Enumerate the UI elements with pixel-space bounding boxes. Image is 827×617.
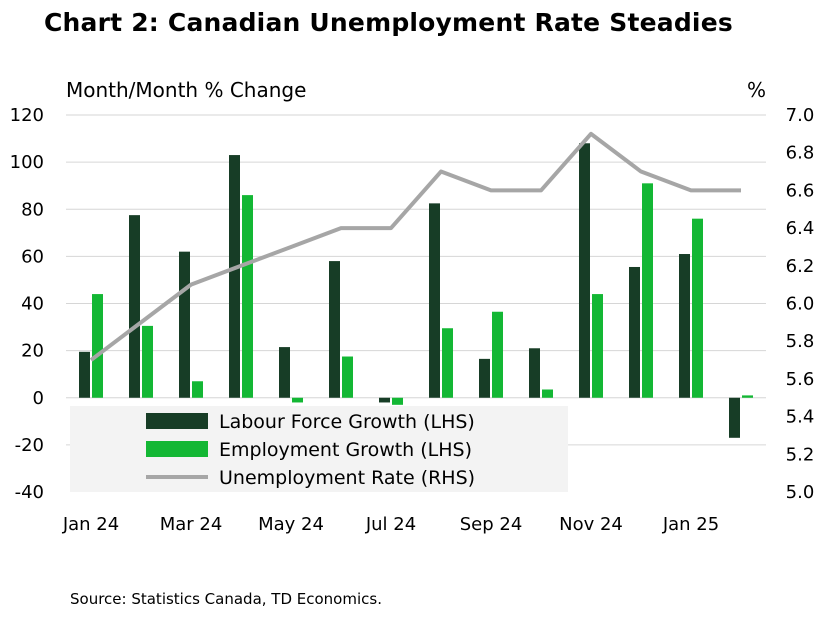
chart-title: Chart 2: Canadian Unemployment Rate Stea…: [44, 8, 733, 37]
bar-employment: [742, 395, 753, 398]
bar-labour-force: [729, 397, 740, 438]
x-tick-label: Sep 24: [460, 514, 523, 535]
x-tick-label: Jul 24: [365, 514, 416, 535]
right-tick-label: 6.6: [786, 180, 815, 201]
right-tick-label: 5.6: [786, 369, 815, 390]
x-tick-label: Jan 24: [62, 514, 119, 535]
bar-series: [79, 143, 753, 438]
legend-label-labour-force: Labour Force Growth (LHS): [219, 411, 475, 433]
right-tick-label: 5.0: [786, 482, 815, 503]
bar-labour-force: [529, 348, 540, 398]
left-tick-label: 100: [10, 152, 44, 173]
x-tick-label: Nov 24: [559, 514, 623, 535]
bar-employment: [492, 311, 503, 398]
right-tick-label: 6.0: [786, 294, 815, 315]
bar-employment: [142, 325, 153, 398]
left-tick-label: 20: [21, 341, 44, 362]
bar-labour-force: [179, 251, 190, 398]
legend-swatch-employment: [146, 441, 208, 457]
left-tick-label: 120: [10, 105, 44, 126]
bar-labour-force: [479, 358, 490, 398]
bar-employment: [342, 356, 353, 398]
bar-labour-force: [429, 203, 440, 398]
right-tick-label: 6.2: [786, 256, 815, 277]
bar-labour-force: [229, 155, 240, 398]
left-tick-label: 40: [21, 294, 44, 315]
right-axis-title: %: [747, 78, 766, 102]
legend-swatch-labour-force: [146, 413, 208, 429]
line-series: [89, 131, 741, 362]
bar-employment: [442, 328, 453, 398]
right-tick-label: 6.4: [786, 218, 815, 239]
right-tick-label: 7.0: [786, 105, 815, 126]
bar-labour-force: [629, 266, 640, 398]
left-tick-label: 0: [33, 388, 44, 409]
x-tick-label: Mar 24: [160, 514, 223, 535]
bar-employment: [92, 294, 103, 398]
bar-employment: [592, 294, 603, 398]
legend-label-employment: Employment Growth (LHS): [219, 439, 472, 461]
legend-label-unemployment: Unemployment Rate (RHS): [219, 467, 475, 489]
gridlines: [66, 114, 766, 446]
right-tick-label: 6.8: [786, 143, 815, 164]
bar-labour-force: [79, 351, 90, 398]
bar-employment: [192, 381, 203, 398]
bar-employment: [242, 195, 253, 398]
left-tick-label: -20: [15, 435, 44, 456]
left-tick-label: 60: [21, 246, 44, 267]
bar-labour-force: [679, 254, 690, 398]
left-axis-title: Month/Month % Change: [66, 78, 306, 102]
bar-employment: [392, 397, 403, 405]
x-tick-label: May 24: [258, 514, 324, 535]
right-tick-label: 5.2: [786, 444, 815, 465]
right-tick-label: 5.4: [786, 407, 815, 428]
legend: Labour Force Growth (LHS) Employment Gro…: [70, 406, 568, 492]
bar-labour-force: [379, 397, 390, 403]
bar-labour-force: [329, 261, 340, 398]
bar-employment: [292, 397, 303, 403]
bar-employment: [642, 183, 653, 398]
x-axis-ticks: Jan 24 Mar 24 May 24 Jul 24 Sep 24 Nov 24 Jan …: [62, 514, 719, 535]
bar-labour-force: [279, 347, 290, 398]
left-tick-label: -40: [15, 482, 44, 503]
bar-labour-force: [579, 143, 590, 398]
x-tick-label: Jan 25: [662, 514, 719, 535]
line-unemployment-rate: [89, 131, 741, 362]
right-tick-label: 5.8: [786, 331, 815, 352]
left-axis-ticks: -40 -20 0 20 40 60 80 100 120: [10, 105, 44, 503]
bar-labour-force: [129, 215, 140, 398]
bar-employment: [692, 218, 703, 398]
left-tick-label: 80: [21, 199, 44, 220]
bar-employment: [542, 389, 553, 398]
source-note: Source: Statistics Canada, TD Economics.: [70, 590, 382, 608]
right-axis-ticks: 5.0 5.2 5.4 5.6 5.8 6.0 6.2 6.4 6.6 6.8 7.0: [786, 105, 815, 503]
